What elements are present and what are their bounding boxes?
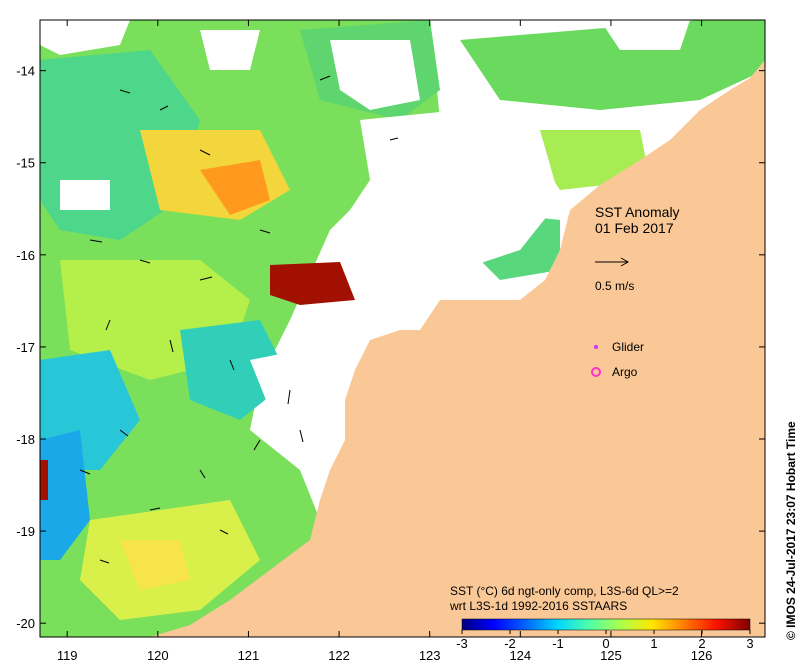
colorbar-tick-label: -2 xyxy=(504,636,516,651)
colorbar-caption-line2: wrt L3S-1d 1992-2016 SSTAARS xyxy=(449,599,627,613)
map-title: SST Anomaly xyxy=(595,204,680,220)
colorbar-tick-label: 1 xyxy=(650,636,657,651)
glider-icon xyxy=(594,345,598,349)
y-tick-label: -16 xyxy=(16,248,35,263)
y-tick-label: -15 xyxy=(16,156,35,171)
colorbar xyxy=(461,618,751,631)
warm-anomaly-patch xyxy=(270,262,355,305)
current-vectors xyxy=(79,75,399,564)
colorbar-ticks: -3 -2 -1 0 1 2 3 xyxy=(456,630,754,651)
y-axis: -14 -15 -16 -17 -18 -19 -20 xyxy=(16,64,765,631)
land-mass xyxy=(150,60,765,637)
y-tick-label: -14 xyxy=(16,64,35,79)
x-tick-label: 122 xyxy=(328,648,350,663)
y-tick-label: -20 xyxy=(16,616,35,631)
x-tick-label: 123 xyxy=(419,648,441,663)
x-tick-label: 125 xyxy=(600,648,622,663)
y-tick-label: -17 xyxy=(16,340,35,355)
credit-text: © IMOS 24-Jul-2017 23:07 Hobart Time xyxy=(784,421,798,640)
colorbar-caption-line1: SST (°C) 6d ngt-only comp, L3S-6d QL>=2 xyxy=(450,584,679,598)
colorbar-tick-label: 3 xyxy=(746,636,753,651)
x-tick-label: 126 xyxy=(691,648,713,663)
y-tick-label: -18 xyxy=(16,432,35,447)
legend-argo: Argo xyxy=(591,365,638,379)
map-date: 01 Feb 2017 xyxy=(595,220,674,236)
vector-scale-label: 0.5 m/s xyxy=(595,279,634,293)
x-tick-label: 120 xyxy=(147,648,169,663)
no-data-gaps xyxy=(40,20,690,410)
argo-icon xyxy=(591,367,601,377)
edge-warm-patch xyxy=(40,460,48,500)
y-tick-label: -19 xyxy=(16,524,35,539)
glider-label: Glider xyxy=(612,340,644,354)
colorbar-tick-label: 0 xyxy=(602,636,609,651)
map-frame xyxy=(39,19,766,638)
colorbar-tick-label: -3 xyxy=(456,636,468,651)
legend-glider: Glider xyxy=(594,340,644,354)
colorbar-tick-label: 2 xyxy=(698,636,705,651)
argo-label: Argo xyxy=(612,365,638,379)
x-tick-label: 121 xyxy=(238,648,260,663)
x-tick-label: 124 xyxy=(509,648,531,663)
colorbar-tick-label: -1 xyxy=(552,636,564,651)
vector-scale-arrow xyxy=(595,257,630,267)
x-axis: 119 120 121 122 123 124 125 126 xyxy=(57,20,713,663)
x-tick-label: 119 xyxy=(57,648,78,663)
